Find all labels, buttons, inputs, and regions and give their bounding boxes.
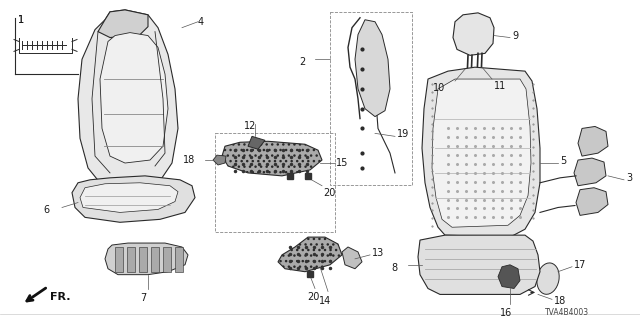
Text: 15: 15 <box>336 158 348 168</box>
Text: 7: 7 <box>140 293 146 303</box>
Polygon shape <box>574 158 606 186</box>
Text: 14: 14 <box>319 296 331 306</box>
Polygon shape <box>578 126 608 156</box>
Polygon shape <box>432 79 531 227</box>
Polygon shape <box>418 235 540 294</box>
Polygon shape <box>453 13 494 55</box>
Polygon shape <box>139 247 147 272</box>
Text: 16: 16 <box>500 308 512 318</box>
Polygon shape <box>72 176 195 222</box>
Text: 1: 1 <box>18 15 24 25</box>
Text: 11: 11 <box>494 81 506 91</box>
Polygon shape <box>80 183 178 212</box>
Polygon shape <box>127 247 135 272</box>
Text: 10: 10 <box>433 83 445 93</box>
Polygon shape <box>213 155 226 165</box>
Polygon shape <box>163 247 171 272</box>
Polygon shape <box>498 265 520 289</box>
Polygon shape <box>175 247 183 272</box>
Polygon shape <box>422 67 540 237</box>
Text: 18: 18 <box>554 296 566 306</box>
Text: FR.: FR. <box>50 292 70 302</box>
Polygon shape <box>342 247 362 269</box>
Polygon shape <box>248 136 265 149</box>
Polygon shape <box>78 10 178 188</box>
Polygon shape <box>222 141 322 176</box>
Text: 5: 5 <box>560 156 566 166</box>
Polygon shape <box>100 33 168 163</box>
Text: 1: 1 <box>18 15 24 25</box>
Text: 17: 17 <box>574 260 586 270</box>
Polygon shape <box>105 243 188 275</box>
Text: 3: 3 <box>626 173 632 183</box>
Text: 12: 12 <box>244 121 256 131</box>
Text: 2: 2 <box>299 57 305 67</box>
Text: 20: 20 <box>307 292 319 302</box>
Text: 20: 20 <box>323 188 335 198</box>
Polygon shape <box>98 10 148 37</box>
Polygon shape <box>576 188 608 215</box>
Text: 18: 18 <box>183 155 195 165</box>
Polygon shape <box>115 247 123 272</box>
Text: TVA4B4003: TVA4B4003 <box>545 308 589 317</box>
Text: 6: 6 <box>44 204 50 214</box>
Text: 9: 9 <box>512 31 518 41</box>
Polygon shape <box>278 237 342 272</box>
Ellipse shape <box>537 263 559 294</box>
Text: 4: 4 <box>198 17 204 27</box>
Polygon shape <box>151 247 159 272</box>
Text: 19: 19 <box>397 129 409 140</box>
Text: 8: 8 <box>392 263 398 273</box>
Polygon shape <box>355 20 390 116</box>
Text: 13: 13 <box>372 248 384 258</box>
